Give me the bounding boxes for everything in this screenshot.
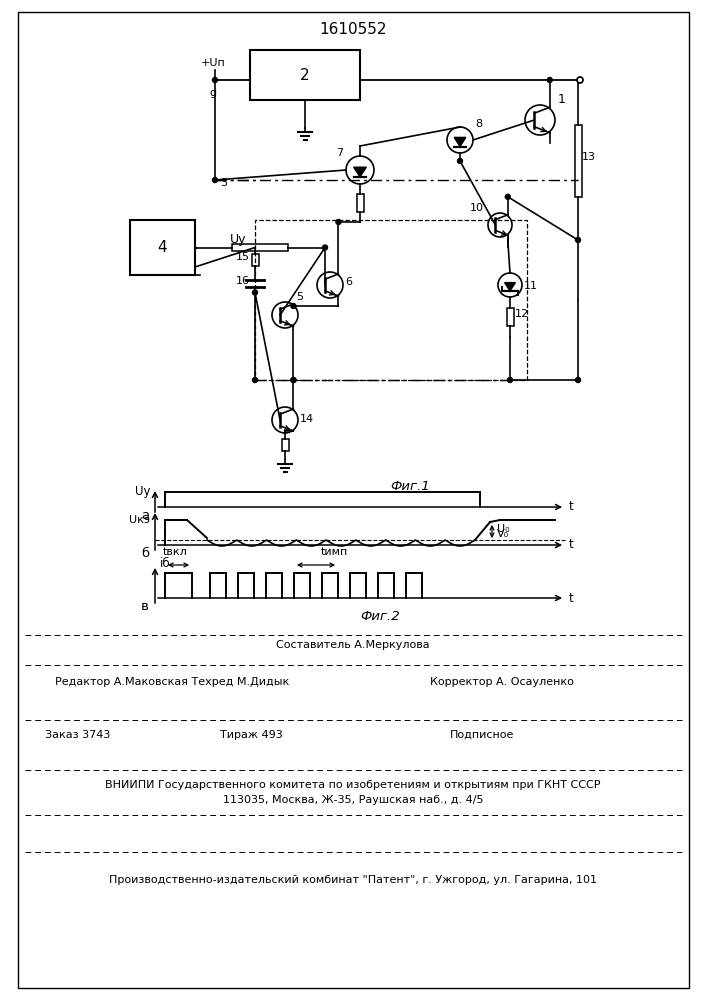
Text: 5: 5 — [296, 292, 303, 302]
Text: Составитель А.Меркулова: Составитель А.Меркулова — [276, 640, 430, 650]
Text: 6: 6 — [345, 277, 352, 287]
Text: Производственно-издательский комбинат "Патент", г. Ужгород, ул. Гагарина, 101: Производственно-издательский комбинат "П… — [109, 875, 597, 885]
Text: 4: 4 — [158, 240, 168, 255]
Text: Редактор А.Маковская Техред М.Дидык: Редактор А.Маковская Техред М.Дидык — [55, 677, 289, 687]
Circle shape — [506, 194, 510, 199]
Text: 15: 15 — [236, 252, 250, 262]
Polygon shape — [505, 283, 515, 291]
Text: a: a — [141, 509, 149, 522]
Bar — [356, 194, 363, 212]
Polygon shape — [454, 137, 466, 146]
Text: g: g — [209, 88, 216, 98]
Text: Подписное: Подписное — [450, 730, 515, 740]
Text: t: t — [569, 591, 574, 604]
Text: +Uп: +Uп — [201, 58, 226, 68]
Bar — [255, 220, 527, 380]
Bar — [506, 308, 513, 326]
Text: U₀: U₀ — [497, 524, 510, 534]
Text: Фиг.1: Фиг.1 — [390, 480, 430, 493]
Circle shape — [508, 377, 513, 382]
Circle shape — [252, 290, 257, 295]
Text: t: t — [569, 538, 574, 552]
Text: 8: 8 — [475, 119, 482, 129]
Text: tвкл: tвкл — [163, 547, 188, 557]
Polygon shape — [354, 167, 366, 177]
Text: 12: 12 — [515, 309, 529, 319]
Bar — [232, 244, 288, 251]
Circle shape — [336, 220, 341, 225]
Text: 113035, Москва, Ж-35, Раушская наб., д. 4/5: 113035, Москва, Ж-35, Раушская наб., д. … — [223, 795, 484, 805]
Circle shape — [291, 304, 296, 309]
Text: iб: iб — [160, 557, 170, 570]
Circle shape — [322, 245, 327, 250]
Circle shape — [252, 377, 257, 382]
Circle shape — [547, 78, 552, 83]
Text: 7: 7 — [336, 148, 343, 158]
Text: 13: 13 — [582, 152, 596, 162]
Text: 2: 2 — [300, 68, 310, 83]
Text: Тираж 493: Тираж 493 — [220, 730, 283, 740]
Text: в: в — [141, 600, 149, 613]
Bar — [130, 220, 195, 275]
Circle shape — [577, 77, 583, 83]
Text: ВНИИПИ Государственного комитета по изобретениям и открытиям при ГКНТ СССР: ВНИИПИ Государственного комитета по изоб… — [105, 780, 601, 790]
Circle shape — [291, 377, 296, 382]
Text: 3: 3 — [220, 178, 227, 188]
Text: Корректор А. Осауленко: Корректор А. Осауленко — [430, 677, 574, 687]
Bar — [250, 50, 360, 100]
Text: t: t — [569, 500, 574, 514]
Circle shape — [291, 377, 296, 382]
Text: 1: 1 — [558, 93, 566, 106]
Bar — [252, 254, 259, 266]
Bar — [575, 125, 581, 197]
Text: Uкэ: Uкэ — [129, 515, 150, 525]
Text: Фиг.2: Фиг.2 — [360, 610, 400, 623]
Text: 1610552: 1610552 — [320, 22, 387, 37]
Text: Uу: Uу — [134, 486, 150, 498]
Text: tимп: tимп — [321, 547, 349, 557]
Circle shape — [575, 237, 580, 242]
Text: б: б — [141, 547, 149, 560]
Text: Заказ 3743: Заказ 3743 — [45, 730, 110, 740]
Text: 14: 14 — [300, 414, 314, 424]
Text: 11: 11 — [524, 281, 538, 291]
Circle shape — [213, 178, 218, 182]
Text: 16: 16 — [236, 275, 250, 286]
Circle shape — [213, 78, 218, 83]
Circle shape — [457, 158, 462, 163]
Text: 10: 10 — [470, 203, 484, 213]
Circle shape — [575, 377, 580, 382]
Text: V₀: V₀ — [497, 529, 509, 539]
Bar — [281, 439, 288, 451]
Text: Uу: Uу — [230, 232, 247, 245]
